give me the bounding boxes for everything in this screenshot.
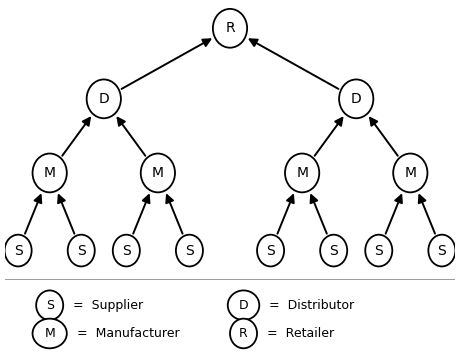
Ellipse shape <box>285 153 319 192</box>
Ellipse shape <box>33 153 67 192</box>
Ellipse shape <box>230 319 257 348</box>
Text: =  Supplier: = Supplier <box>73 299 143 312</box>
Text: M: M <box>44 327 55 340</box>
Text: M: M <box>403 166 415 180</box>
Text: S: S <box>14 244 22 257</box>
Ellipse shape <box>319 235 347 266</box>
Text: D: D <box>350 92 361 106</box>
Text: S: S <box>77 244 85 257</box>
Text: M: M <box>44 166 56 180</box>
Ellipse shape <box>86 80 121 118</box>
Text: S: S <box>45 299 54 312</box>
Text: M: M <box>151 166 163 180</box>
Text: =  Distributor: = Distributor <box>269 299 353 312</box>
Ellipse shape <box>213 9 246 48</box>
Text: M: M <box>296 166 308 180</box>
Ellipse shape <box>364 235 392 266</box>
Ellipse shape <box>36 291 63 320</box>
Ellipse shape <box>140 153 174 192</box>
Text: S: S <box>437 244 445 257</box>
Text: R: R <box>225 21 234 35</box>
Ellipse shape <box>427 235 454 266</box>
Ellipse shape <box>392 153 426 192</box>
Ellipse shape <box>227 291 259 320</box>
Text: S: S <box>266 244 274 257</box>
Ellipse shape <box>257 235 284 266</box>
Text: =  Manufacturer: = Manufacturer <box>77 327 179 340</box>
Ellipse shape <box>5 235 32 266</box>
Ellipse shape <box>33 319 67 348</box>
Ellipse shape <box>67 235 95 266</box>
Text: =  Retailer: = Retailer <box>266 327 333 340</box>
Text: S: S <box>374 244 382 257</box>
Ellipse shape <box>338 80 373 118</box>
Text: S: S <box>185 244 193 257</box>
Ellipse shape <box>175 235 202 266</box>
Text: D: D <box>98 92 109 106</box>
Text: S: S <box>329 244 337 257</box>
Text: S: S <box>122 244 130 257</box>
Text: D: D <box>238 299 248 312</box>
Ellipse shape <box>112 235 140 266</box>
Text: R: R <box>239 327 247 340</box>
